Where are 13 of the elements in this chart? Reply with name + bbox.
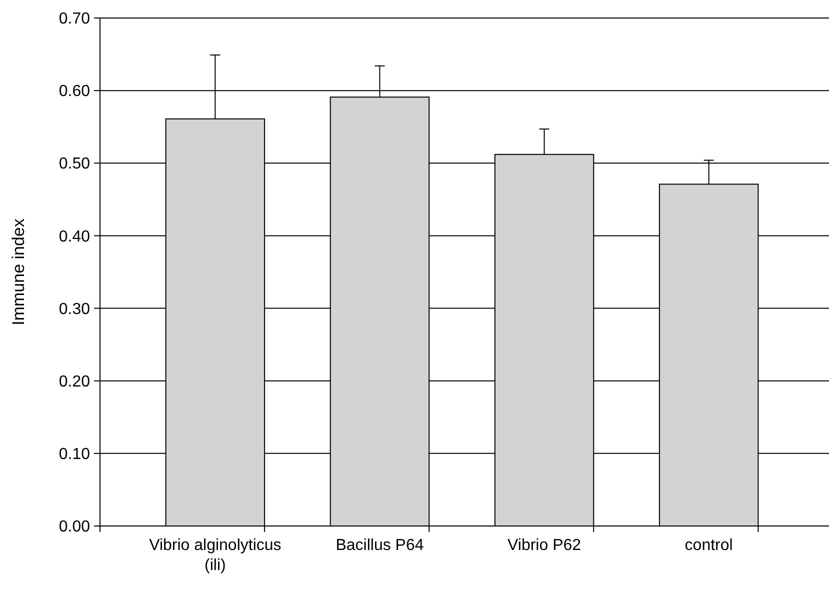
x-tick-label: Vibrio P62 (508, 537, 582, 554)
y-axis-title: Immune index (9, 218, 28, 326)
y-tick-label: 0.30 (58, 300, 90, 318)
y-tick-label: 0.60 (58, 83, 90, 100)
y-tick-label: 0.20 (58, 373, 90, 390)
x-tick-label: control (684, 537, 733, 554)
y-tick-label: 0.40 (58, 228, 90, 246)
y-tick-label: 0.50 (58, 156, 90, 173)
y-tick-label: 0.10 (58, 446, 90, 464)
y-tick-label: 0.00 (58, 518, 90, 536)
x-tick-label: Vibrio alginolyticus (ili) (149, 537, 282, 574)
x-tick-label: Bacillus P64 (336, 537, 424, 554)
y-tick-label: 0.70 (58, 10, 90, 28)
